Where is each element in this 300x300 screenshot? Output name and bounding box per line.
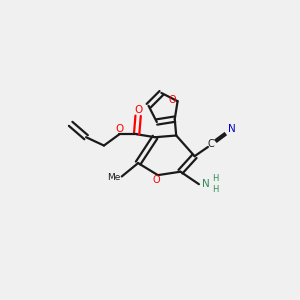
Text: N: N [202,178,210,189]
Text: O: O [115,124,124,134]
Text: O: O [168,95,176,105]
Text: N: N [228,124,236,134]
Text: C: C [208,139,214,149]
Text: H: H [212,174,218,183]
Text: H: H [212,185,218,194]
Text: O: O [134,106,142,116]
Text: Me: Me [107,173,120,182]
Text: O: O [153,176,160,185]
